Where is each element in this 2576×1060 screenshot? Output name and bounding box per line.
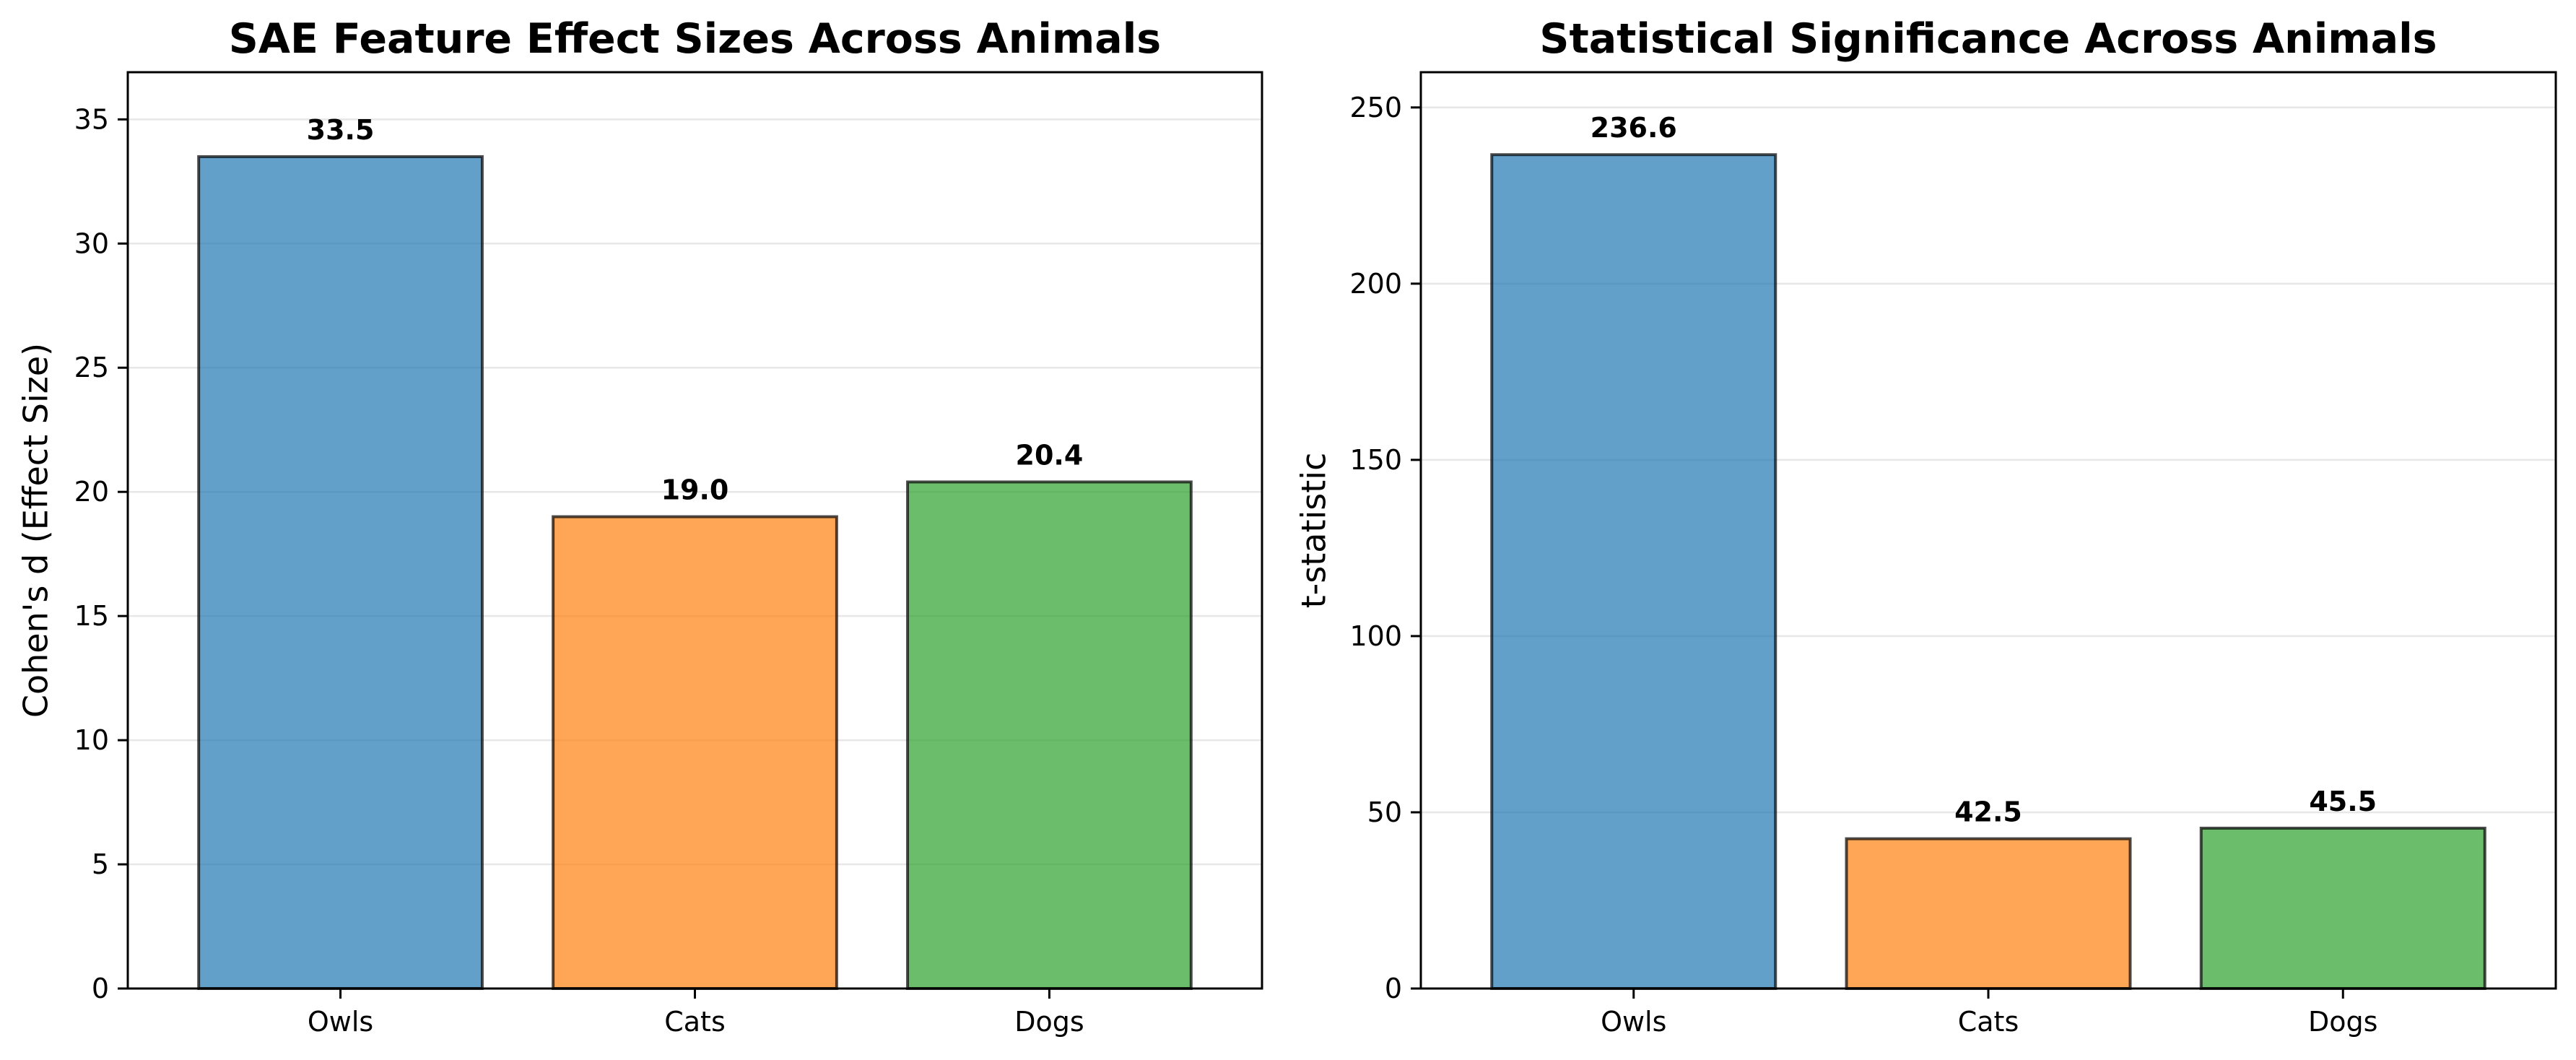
data-label: 33.5 bbox=[307, 114, 375, 146]
x-tick-label: Owls bbox=[308, 1006, 373, 1038]
y-axis-label: t-statistic bbox=[1294, 453, 1333, 609]
y-tick-label: 15 bbox=[74, 600, 109, 632]
y-axis-label: Cohen's d (Effect Size) bbox=[17, 343, 56, 718]
y-tick-label: 50 bbox=[1367, 796, 1402, 828]
x-tick-label: Cats bbox=[664, 1006, 726, 1038]
y-tick-label: 100 bbox=[1349, 620, 1402, 652]
y-tick-label: 0 bbox=[92, 973, 109, 1004]
y-tick-label: 250 bbox=[1349, 92, 1402, 123]
y-tick-label: 0 bbox=[1385, 973, 1402, 1004]
data-label: 42.5 bbox=[1954, 796, 2022, 828]
data-label: 20.4 bbox=[1016, 439, 1084, 471]
data-label: 19.0 bbox=[661, 474, 729, 506]
y-tick-label: 200 bbox=[1349, 268, 1402, 300]
t-statistic-chart: 236.6 42.5 45.5 0 50 100 150 200 250 Owls Cats Dogs… bbox=[1294, 15, 2557, 1038]
y-tick-label: 150 bbox=[1349, 444, 1402, 476]
chart-title: Statistical Significance Across Animals bbox=[1539, 15, 2437, 63]
y-tick-label: 35 bbox=[74, 103, 109, 135]
chart-title: SAE Feature Effect Sizes Across Animals bbox=[229, 15, 1161, 63]
bar-dogs bbox=[906, 480, 1193, 990]
data-label: 236.6 bbox=[1591, 112, 1677, 144]
y-tick-label: 5 bbox=[92, 848, 109, 880]
y-tick-label: 30 bbox=[74, 227, 109, 259]
bar-cats bbox=[552, 515, 838, 990]
y-tick-label: 20 bbox=[74, 476, 109, 508]
bar-owls bbox=[197, 155, 484, 990]
y-tick-label: 10 bbox=[74, 724, 109, 756]
y-tick-label: 25 bbox=[74, 352, 109, 383]
bar-dogs bbox=[2199, 826, 2486, 991]
x-tick-label: Dogs bbox=[1014, 1006, 1084, 1038]
x-tick-label: Dogs bbox=[2308, 1006, 2377, 1038]
effect-size-chart: 33.5 19.0 20.4 0 5 10 15 20 25 30 35 Owls Cats Dogs SA… bbox=[17, 15, 1263, 1038]
data-label: 45.5 bbox=[2309, 786, 2377, 817]
bar-cats bbox=[1845, 837, 2132, 990]
bar-owls bbox=[1490, 153, 1777, 991]
x-tick-label: Owls bbox=[1601, 1006, 1666, 1038]
x-tick-label: Cats bbox=[1958, 1006, 2019, 1038]
